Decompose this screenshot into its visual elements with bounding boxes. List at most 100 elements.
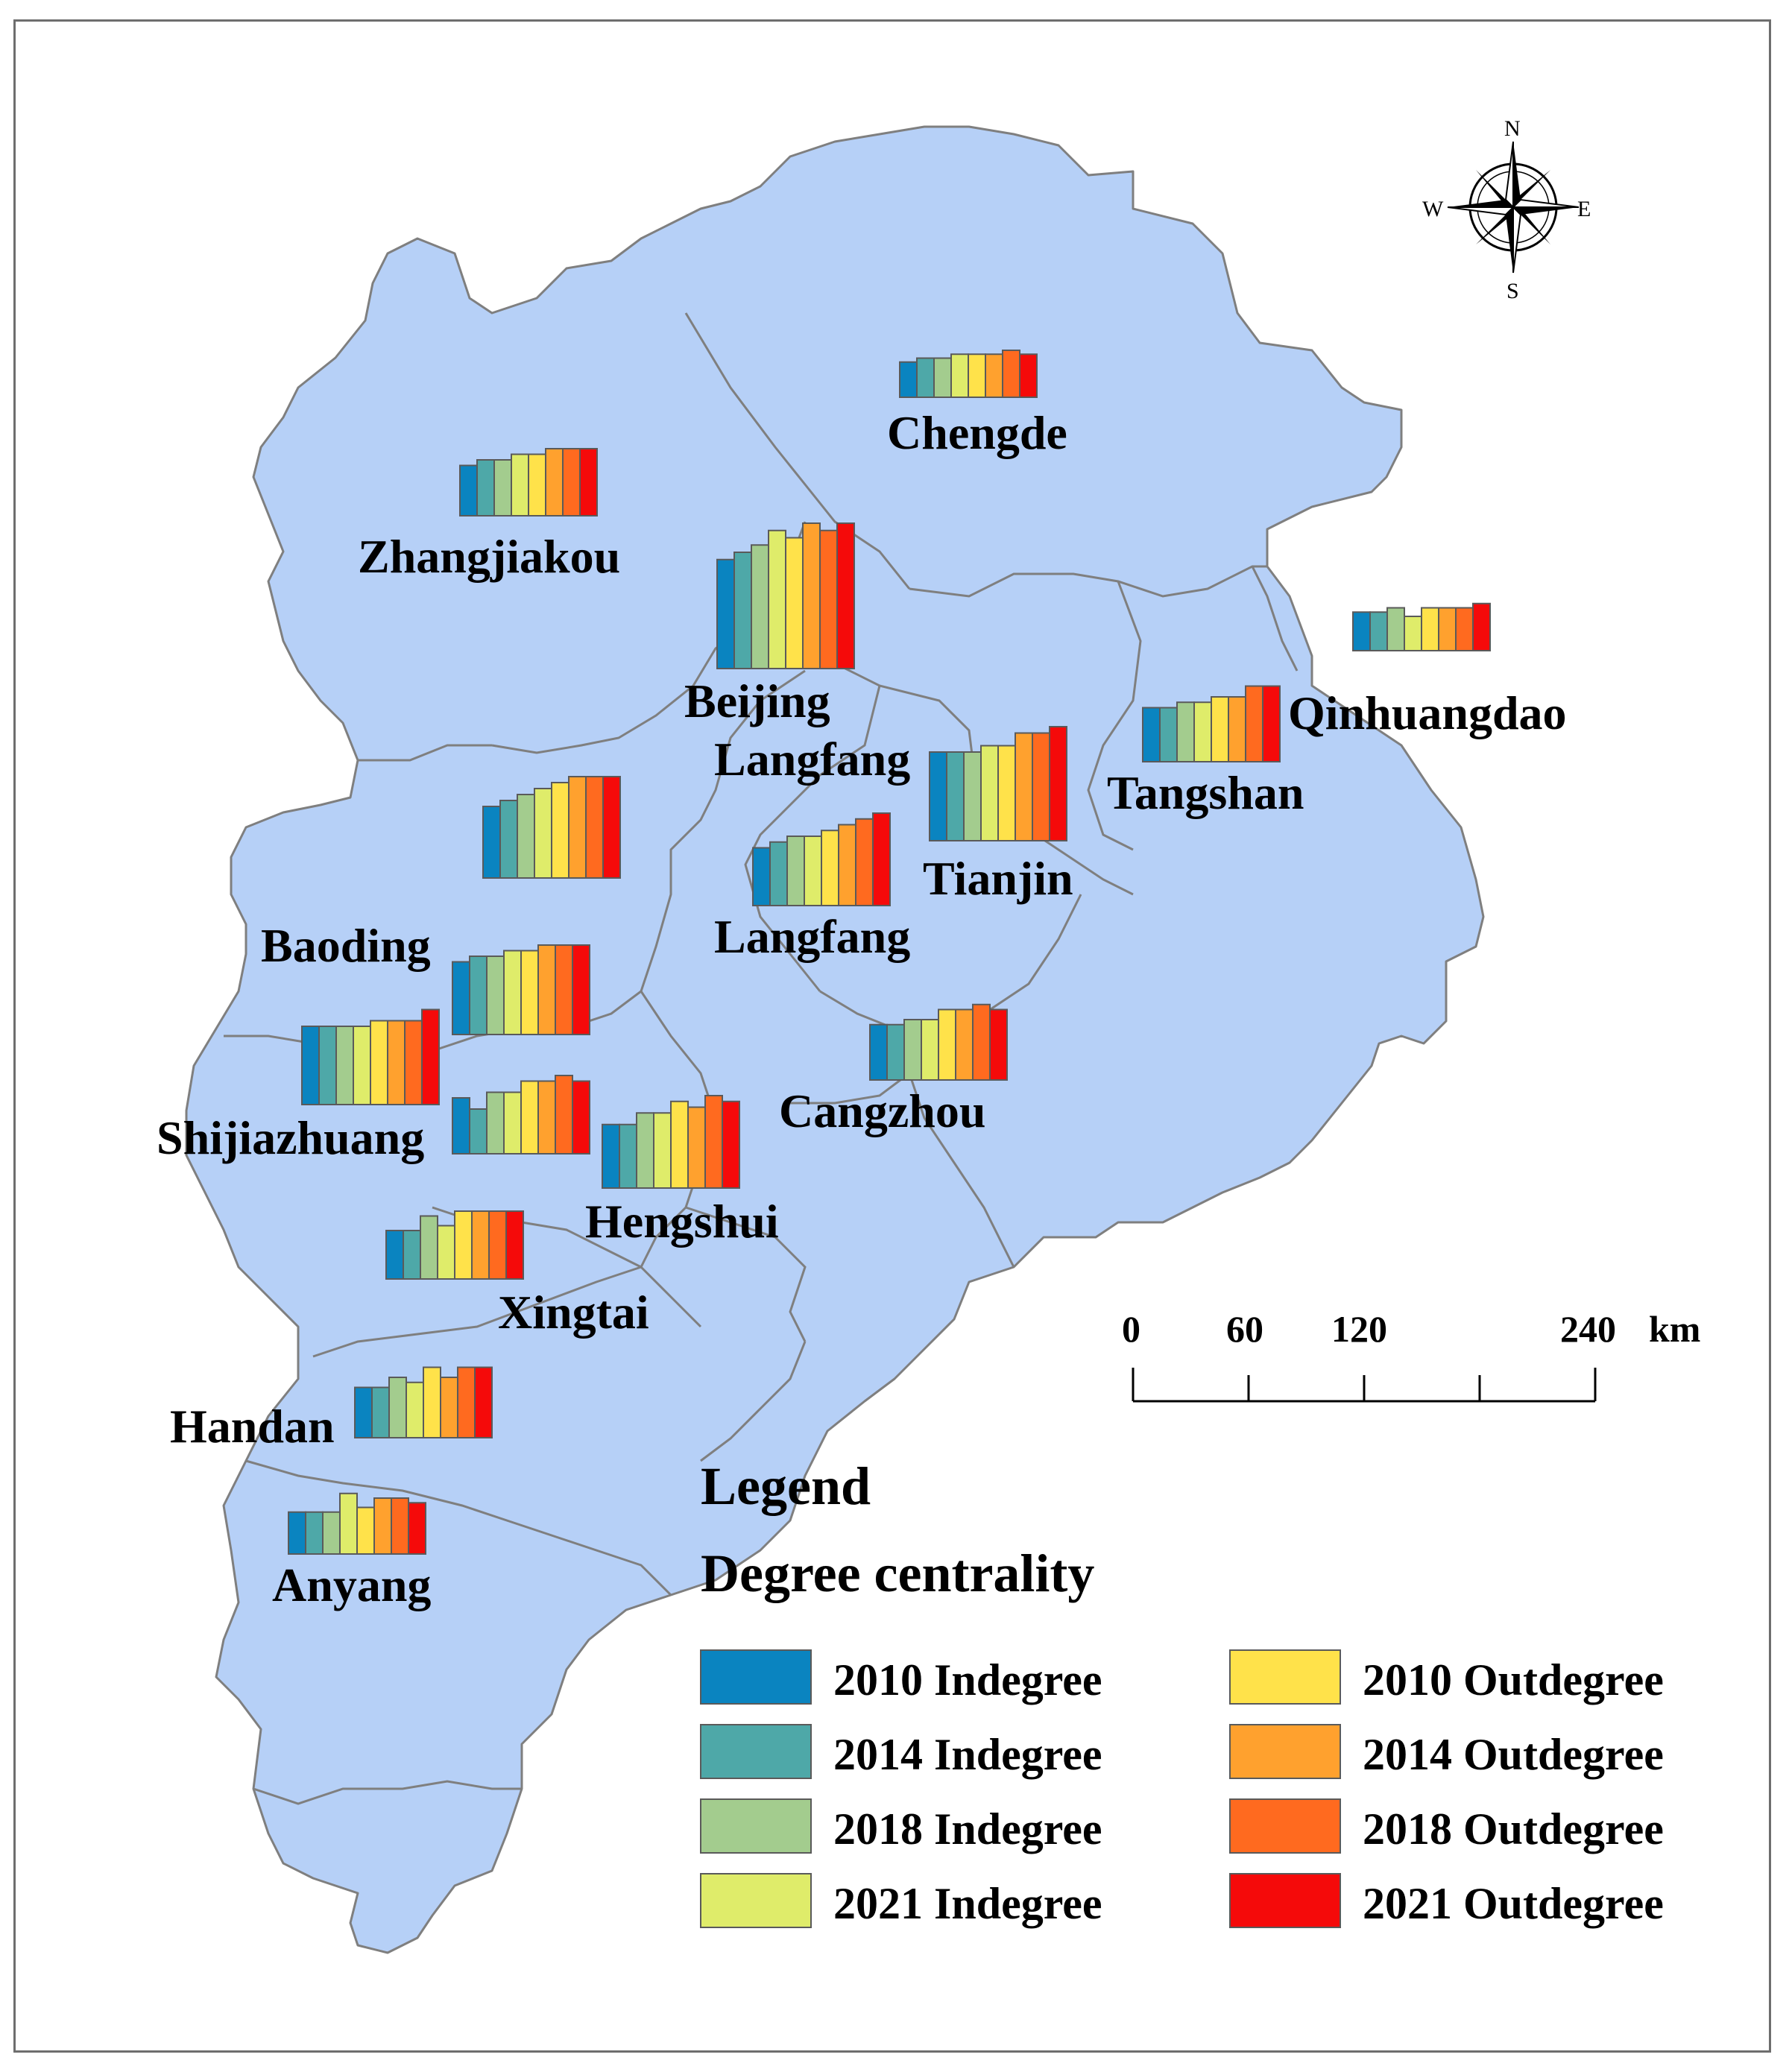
bar-chart-tangshan <box>1142 685 1281 762</box>
city-label-chengde: Chengde <box>887 406 1067 459</box>
city-label-shijiazhuang: Shijiazhuang <box>157 1111 424 1164</box>
bar-handan-2 <box>371 1386 390 1438</box>
legend-items: 2010 Indegree 2014 Indegree 2018 Indegree 2… <box>700 1649 1664 1928</box>
bar-anyang-3 <box>322 1511 341 1555</box>
scale-unit: km <box>1649 1308 1700 1350</box>
legend-label-6: 2014 Outdegree <box>1363 1730 1664 1779</box>
bar-chengde-7 <box>1002 350 1020 398</box>
bar-beijing-5 <box>785 537 804 669</box>
bar-baoding-7 <box>585 776 604 879</box>
city-label-baoding: Baoding <box>261 919 431 972</box>
scale-label-60: 60 <box>1226 1308 1263 1350</box>
bar-shijiazhuang-lower-7 <box>555 1075 573 1155</box>
bar-tianjin-5 <box>997 745 1016 841</box>
bar-beijing-4 <box>768 529 786 669</box>
city-label-anyang: Anyang <box>272 1558 431 1611</box>
bar-qinhuangdao-6 <box>1438 607 1457 651</box>
bar-hengshui-4 <box>653 1112 672 1189</box>
bar-chengde-5 <box>968 353 986 398</box>
compass-south-label: S <box>1506 279 1519 303</box>
bar-xingtai-2 <box>403 1230 421 1280</box>
compass-west-label: W <box>1422 197 1444 221</box>
bar-qinhuangdao-1 <box>1352 611 1371 651</box>
city-label-hengshui: Hengshui <box>585 1195 779 1248</box>
bar-zhangjiakou-6 <box>545 448 564 517</box>
bar-shijiazhuang-upper-8 <box>572 944 590 1035</box>
bar-tangshan-6 <box>1228 696 1246 762</box>
compass-east-label: E <box>1577 197 1591 221</box>
bar-zhangjiakou-1 <box>459 464 478 517</box>
bar-shijiazhuang-upper-5 <box>520 950 539 1035</box>
bar-beijing-7 <box>819 529 838 669</box>
legend-label-5: 2010 Outdegree <box>1363 1655 1664 1705</box>
bar-cangzhou-3 <box>903 1019 922 1081</box>
compass-rose: N S E W <box>1422 116 1591 303</box>
bar-baoding-4 <box>534 788 552 879</box>
bar-tangshan-5 <box>1211 696 1229 762</box>
bar-hengshui-6 <box>687 1106 706 1189</box>
bar-shijiazhuang-upper-2 <box>469 956 488 1035</box>
bar-hengshui-3 <box>636 1112 654 1189</box>
bar-shijiazhuang-8 <box>421 1008 440 1105</box>
bar-handan-6 <box>440 1377 458 1438</box>
legend-swatch-8 <box>1229 1873 1341 1928</box>
bar-anyang-2 <box>305 1511 324 1555</box>
city-labels: Chengde Zhangjiakou Beijing Langfang Qin… <box>157 406 1567 1611</box>
bar-anyang-6 <box>373 1497 392 1555</box>
bar-zhangjiakou-4 <box>511 453 529 517</box>
bar-baoding-5 <box>551 782 569 879</box>
bar-handan-3 <box>388 1377 407 1438</box>
bar-tianjin-1 <box>929 751 947 841</box>
bar-chengde-6 <box>985 353 1003 398</box>
bar-tangshan-1 <box>1142 707 1161 762</box>
city-label-beijing: Beijing <box>684 675 830 727</box>
bar-anyang-5 <box>356 1506 375 1555</box>
bar-cangzhou-7 <box>972 1003 991 1081</box>
bar-shijiazhuang-2 <box>318 1026 337 1105</box>
legend-label-3: 2018 Indegree <box>833 1804 1102 1854</box>
bar-langfang-8 <box>872 812 891 906</box>
bar-shijiazhuang-upper-1 <box>452 961 470 1035</box>
bar-xingtai-3 <box>420 1215 438 1280</box>
bar-langfang-2 <box>769 841 788 906</box>
scale-label-120: 120 <box>1331 1308 1387 1350</box>
bar-xingtai-4 <box>437 1225 455 1280</box>
bar-cangzhou-6 <box>955 1008 974 1081</box>
bar-tianjin-7 <box>1032 732 1050 841</box>
bar-xingtai-6 <box>471 1210 490 1280</box>
bar-chengde-4 <box>950 353 969 398</box>
bar-shijiazhuang-upper-6 <box>537 944 556 1035</box>
bar-baoding-1 <box>482 806 501 879</box>
bar-shijiazhuang-lower-5 <box>520 1080 539 1155</box>
bar-shijiazhuang-lower-4 <box>503 1091 522 1155</box>
bar-beijing-6 <box>802 522 821 669</box>
bar-qinhuangdao-2 <box>1369 611 1388 651</box>
bar-shijiazhuang-upper-3 <box>486 956 505 1035</box>
bar-anyang-1 <box>288 1511 306 1555</box>
legend-swatch-3 <box>700 1798 812 1854</box>
bar-handan-1 <box>354 1386 373 1438</box>
legend-swatch-7 <box>1229 1798 1341 1854</box>
region-outline <box>185 125 1485 1954</box>
bar-hengshui-8 <box>722 1100 740 1189</box>
bar-langfang-3 <box>786 836 805 906</box>
bar-cangzhou-4 <box>921 1019 939 1081</box>
bar-langfang-7 <box>855 818 874 906</box>
bar-chart-handan <box>354 1366 493 1438</box>
city-label-tianjin: Tianjin <box>923 852 1073 905</box>
bar-anyang-4 <box>339 1492 358 1555</box>
bar-chengde-3 <box>933 357 952 398</box>
legend-label-4: 2021 Indegree <box>833 1879 1102 1928</box>
bar-anyang-8 <box>408 1502 426 1555</box>
bar-hengshui-7 <box>704 1095 723 1189</box>
legend-label-8: 2021 Outdegree <box>1363 1879 1664 1928</box>
bar-shijiazhuang-lower-6 <box>537 1080 556 1155</box>
legend-title: Legend <box>701 1456 871 1516</box>
bar-tangshan-3 <box>1176 701 1195 762</box>
city-label-langfang-upper: Langfang <box>714 733 910 786</box>
bar-qinhuangdao-3 <box>1386 607 1405 651</box>
bar-chart-xingtai <box>385 1210 524 1280</box>
bar-baoding-3 <box>517 794 535 879</box>
bar-chart-shijiazhuang-upper <box>452 944 590 1035</box>
legend-label-1: 2010 Indegree <box>833 1655 1102 1705</box>
